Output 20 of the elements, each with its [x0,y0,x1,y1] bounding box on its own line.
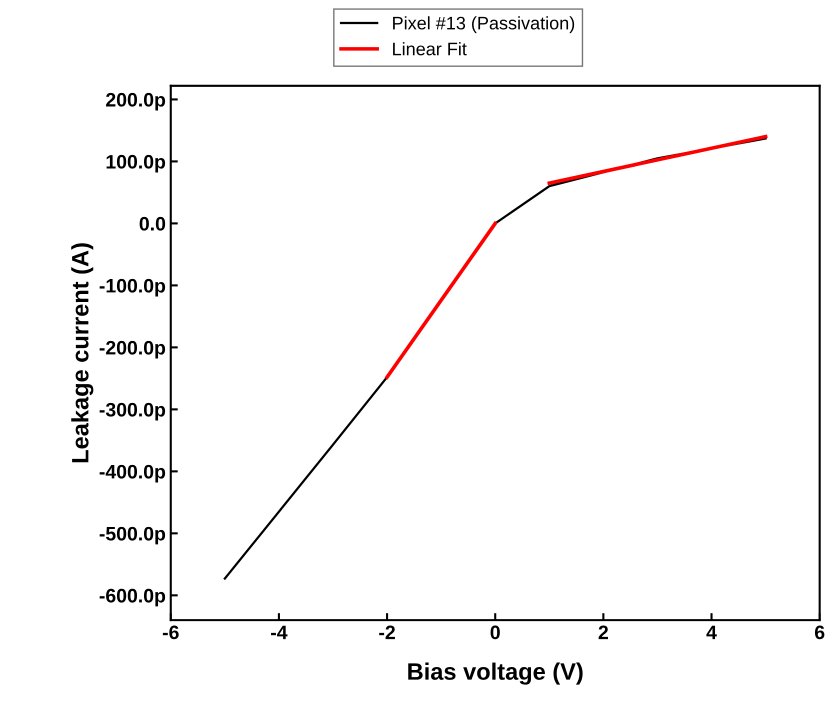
y-axis-title: Leakage current (A) [71,243,94,462]
x-tick-label: 2 [598,626,608,640]
x-tick-label: -4 [271,626,288,640]
y-tick-label: -500.0p [100,526,166,544]
y-tick-label: 200.0p [106,92,166,111]
x-tick-label: 0 [490,626,500,640]
y-tick-label: -200.0p [100,340,166,358]
y-tick-label: -600.0p [100,588,166,606]
x-tick-label: -6 [162,626,179,640]
y-tick-label: -100.0p [100,278,166,296]
y-tick-label: -300.0p [100,402,166,420]
x-tick-label: 4 [706,626,717,640]
legend-label: Linear Fit [393,42,467,56]
y-tick-label: 100.0p [106,154,166,172]
x-tick-label: 6 [814,626,824,640]
x-axis-title: Bias voltage (V) [408,662,583,685]
legend-label: Pixel #13 (Passivation) [393,16,574,34]
y-tick-label: -400.0p [100,464,166,482]
x-tick-label: -2 [379,626,395,640]
y-tick-label: 0.0 [140,216,166,231]
